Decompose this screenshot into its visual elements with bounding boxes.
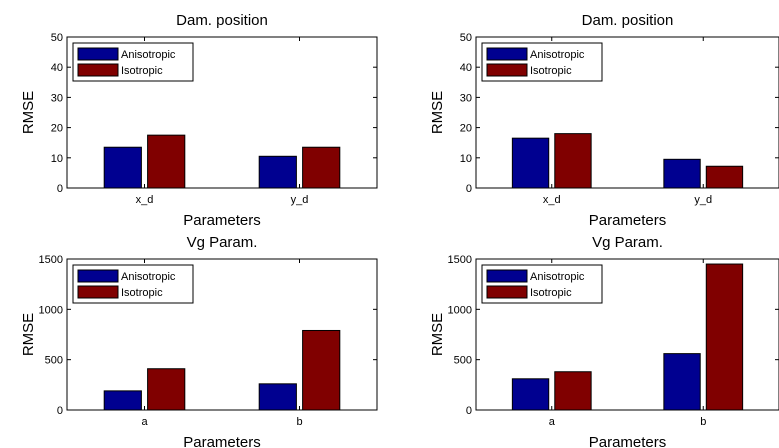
y-tick-label: 50 — [460, 32, 472, 44]
legend-label-anisotropic: Anisotropic — [121, 49, 176, 61]
legend-label-isotropic: Isotropic — [530, 287, 572, 299]
x-tick-label: a — [549, 416, 556, 428]
legend-label-isotropic: Isotropic — [121, 287, 163, 299]
legend-label-isotropic: Isotropic — [121, 65, 163, 77]
bar-isotropic-b — [705, 263, 744, 411]
y-tick-label: 40 — [460, 62, 472, 74]
legend-swatch-isotropic — [77, 63, 119, 77]
bar-isotropic-a — [147, 368, 186, 411]
bar-isotropic-b — [302, 329, 341, 411]
chart-title: Dam. position — [582, 12, 674, 29]
y-tick-label: 0 — [57, 183, 63, 195]
bar-anisotropic-b — [663, 353, 701, 411]
x-tick-label: y_d — [694, 194, 712, 206]
chart-title: Vg Param. — [187, 234, 258, 251]
bar-anisotropic-a — [103, 390, 142, 411]
axes-frame — [66, 258, 378, 411]
bar-isotropic-y_d — [705, 165, 744, 189]
chart-panel-3: Vg Param. RMSE Parameters 0 500 1000 1500 a b Ani… — [20, 234, 378, 448]
chart-title: Vg Param. — [592, 234, 663, 251]
x-axis-label: Parameters — [589, 434, 667, 448]
bar-isotropic-x_d — [147, 134, 186, 189]
axes-frame — [66, 36, 378, 189]
y-tick-label: 1500 — [39, 254, 63, 266]
y-tick-label: 20 — [460, 123, 472, 135]
legend-swatch-isotropic — [486, 63, 528, 77]
y-tick-label: 500 — [454, 355, 472, 367]
y-axis-label: RMSE — [429, 313, 446, 356]
y-tick-label: 10 — [51, 153, 63, 165]
y-axis-label: RMSE — [429, 91, 446, 134]
y-tick-label: 1000 — [448, 304, 472, 316]
legend-label-anisotropic: Anisotropic — [530, 49, 585, 61]
legend-label-anisotropic: Anisotropic — [530, 271, 585, 283]
legend-swatch-anisotropic — [77, 47, 119, 61]
chart-panel-2: Dam. position RMSE Parameters 0 10 20 30 40 50 x_… — [429, 12, 779, 229]
legend-label-isotropic: Isotropic — [530, 65, 572, 77]
bar-anisotropic-y_d — [663, 158, 701, 189]
x-tick-label: b — [700, 416, 706, 428]
y-tick-label: 0 — [57, 405, 63, 417]
y-tick-label: 30 — [460, 92, 472, 104]
axes-frame — [475, 258, 779, 411]
x-tick-label: a — [141, 416, 148, 428]
bar-isotropic-y_d — [302, 146, 341, 189]
bar-anisotropic-b — [258, 383, 297, 411]
chart-panel-1: Dam. position RMSE Parameters 0 10 20 30 40 50 x_… — [20, 12, 378, 229]
y-tick-label: 40 — [51, 62, 63, 74]
bar-isotropic-x_d — [554, 133, 592, 189]
x-tick-label: x_d — [136, 194, 154, 206]
y-tick-label: 30 — [51, 92, 63, 104]
legend-swatch-isotropic — [77, 285, 119, 299]
y-tick-label: 1500 — [448, 254, 472, 266]
legend-swatch-isotropic — [486, 285, 528, 299]
legend-swatch-anisotropic — [486, 47, 528, 61]
legend-label-anisotropic: Anisotropic — [121, 271, 176, 283]
chart-panel-4: Vg Param. RMSE Parameters 0 500 1000 1500 a b Ani… — [429, 234, 779, 448]
y-tick-label: 0 — [466, 405, 472, 417]
x-axis-label: Parameters — [183, 212, 261, 229]
bar-anisotropic-x_d — [103, 146, 142, 189]
y-tick-label: 20 — [51, 123, 63, 135]
y-axis-label: RMSE — [20, 313, 37, 356]
bar-isotropic-a — [554, 371, 592, 411]
bar-anisotropic-x_d — [511, 137, 550, 189]
legend-swatch-anisotropic — [486, 269, 528, 283]
axes-frame — [475, 36, 779, 189]
y-tick-label: 0 — [466, 183, 472, 195]
y-axis-label: RMSE — [20, 91, 37, 134]
legend-swatch-anisotropic — [77, 269, 119, 283]
bar-anisotropic-a — [511, 378, 550, 411]
x-tick-label: x_d — [543, 194, 561, 206]
y-tick-label: 1000 — [39, 304, 63, 316]
x-tick-label: y_d — [291, 194, 309, 206]
y-tick-label: 50 — [51, 32, 63, 44]
y-tick-label: 10 — [460, 153, 472, 165]
x-axis-label: Parameters — [183, 434, 261, 448]
y-tick-label: 500 — [45, 355, 63, 367]
chart-title: Dam. position — [176, 12, 268, 29]
x-axis-label: Parameters — [589, 212, 667, 229]
x-tick-label: b — [296, 416, 302, 428]
bar-anisotropic-y_d — [258, 155, 297, 189]
